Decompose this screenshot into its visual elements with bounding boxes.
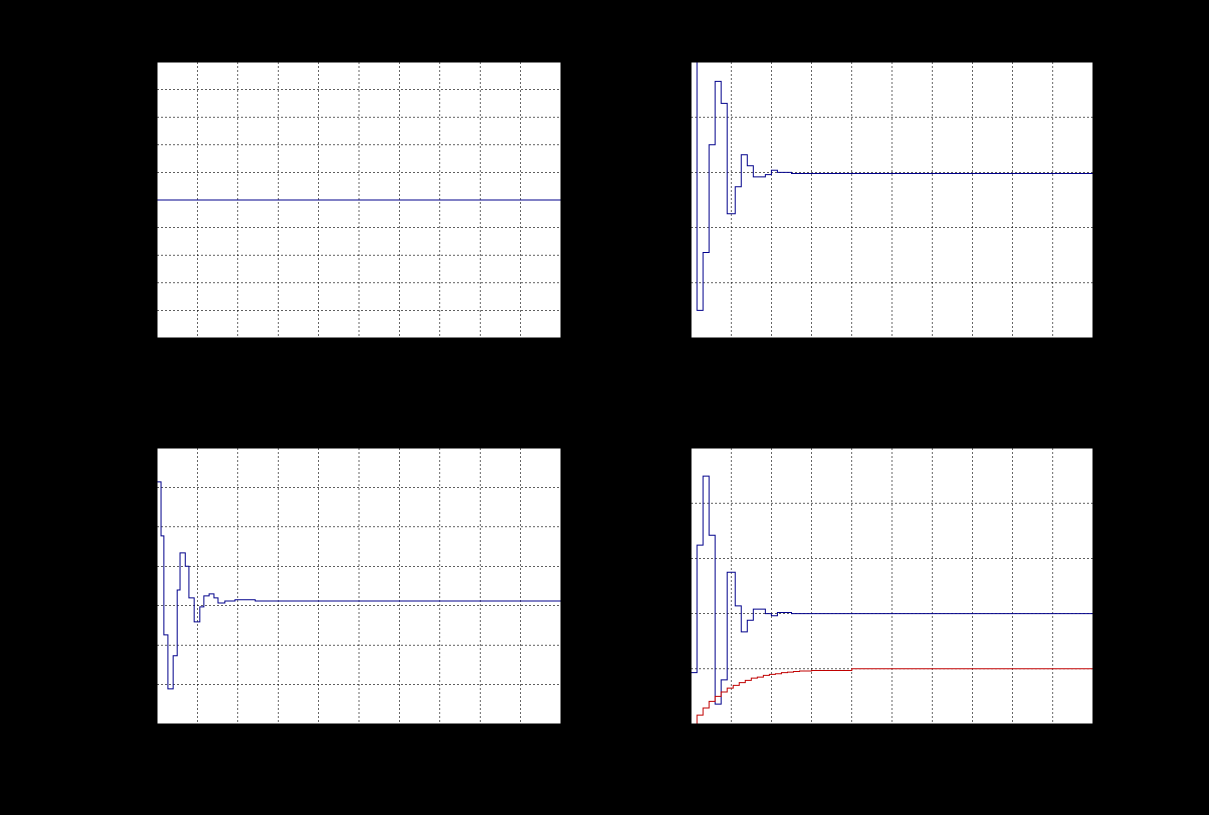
plot-frame (156, 61, 562, 339)
step-line (691, 475, 1093, 705)
step-line (157, 481, 561, 690)
plot-frame (156, 447, 562, 725)
step-line (691, 668, 1093, 724)
plot-lines (696, 62, 1093, 311)
plot-lines (157, 481, 561, 690)
plot-lines (691, 475, 1093, 724)
plot-frame (690, 447, 1094, 725)
plot-frame (690, 61, 1094, 339)
step-line (696, 62, 1093, 311)
